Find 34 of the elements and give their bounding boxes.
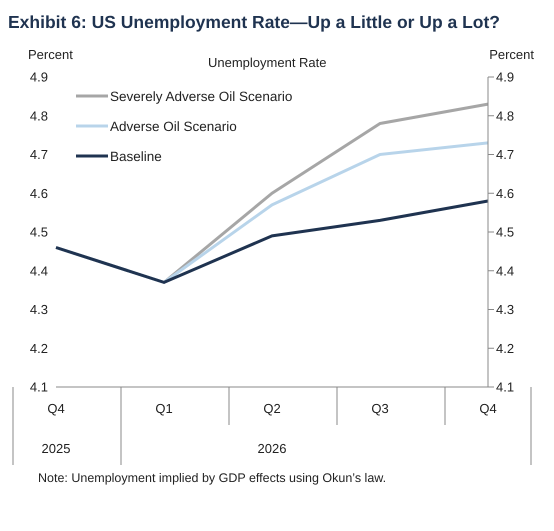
y-tick-label: 4.5	[30, 224, 48, 240]
y-tick-label: 4.1	[30, 380, 48, 395]
x-tick-label: Q2	[263, 401, 281, 416]
text: Note: Unemployment implied by GDP effects using Okun’s law.	[38, 471, 388, 485]
chart-subtitle: Unemployment Rate	[208, 55, 326, 70]
y2-tick-label: 4.4	[496, 263, 514, 278]
x-tick-label: Q4	[479, 401, 497, 416]
x-tick-label: Q1	[155, 401, 173, 416]
y2-tick-label: 4.6	[496, 186, 514, 201]
line-series	[54, 200, 490, 284]
y-tick-label: 4.8	[30, 108, 48, 124]
y2-axis-title: Percent	[489, 47, 534, 62]
x-tick-label: Q3	[371, 401, 389, 416]
legend-label: Severely Adverse Oil Scenario	[110, 88, 292, 104]
y2-tick-label: 4.2	[496, 340, 514, 356]
y2-tick-label: 4.3	[496, 302, 514, 318]
y-tick-label: 4.7	[30, 147, 48, 162]
y2-tick-label: 4.1	[496, 380, 514, 395]
y-axis-title: Percent	[28, 47, 73, 62]
y2-tick-label: 4.5	[496, 224, 514, 240]
y-tick-label: 4.3	[30, 302, 48, 318]
text: 2025	[42, 441, 70, 456]
x-tick-label: Q4	[47, 401, 65, 416]
legend-label: Baseline	[110, 148, 162, 164]
chart-title: Exhibit 6: US Unemployment Rate—Up a Little or Up a Lot?	[8, 11, 501, 33]
y2-tick-label: 4.8	[496, 108, 514, 124]
y-tick-label: 4.4	[30, 263, 48, 278]
y-tick-label: 4.9	[30, 70, 48, 85]
legend-label: Adverse Oil Scenario	[110, 118, 237, 134]
text: 2026	[258, 441, 286, 456]
y2-tick-label: 4.7	[496, 147, 514, 162]
y2-tick-label: 4.9	[496, 70, 514, 85]
y-tick-label: 4.2	[30, 340, 48, 356]
y-tick-label: 4.6	[30, 186, 48, 201]
